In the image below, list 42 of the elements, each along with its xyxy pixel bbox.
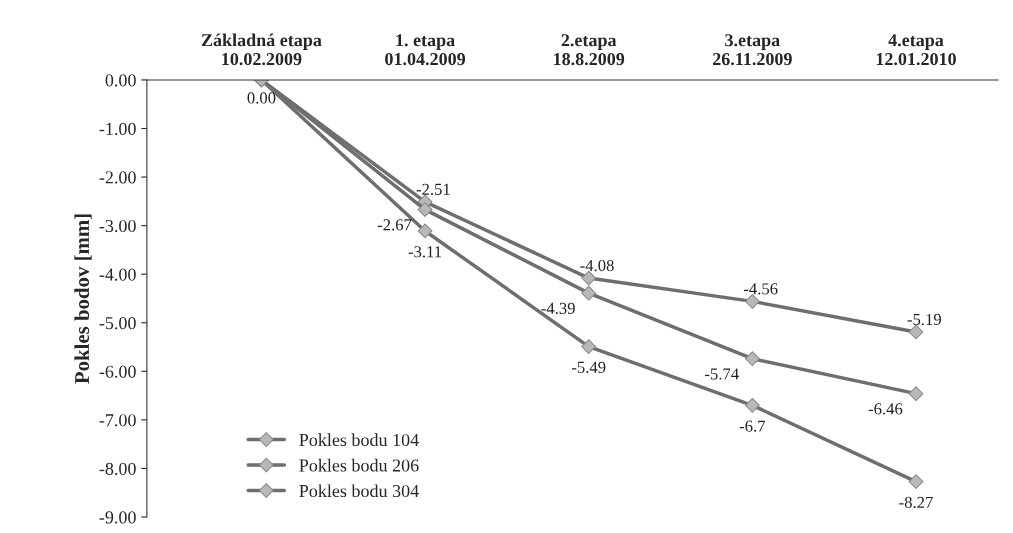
y-tick-label: -2.00 — [99, 171, 136, 184]
y-tick-label: -3.00 — [99, 219, 136, 233]
data-label: -4.56 — [743, 283, 778, 295]
point — [581, 285, 597, 301]
data-label: -8.27 — [899, 496, 933, 509]
x-tick-label: 3.etapa 26.11.2009 — [712, 34, 792, 66]
y-tick-label: -1.00 — [99, 122, 136, 136]
data-label: -6.7 — [739, 420, 766, 432]
data-label: -3.11 — [408, 246, 442, 258]
y-tick-label: -4.00 — [99, 268, 136, 281]
x-tick-label: Základná etapa 10.02.2009 — [201, 33, 322, 66]
y-tick-label: -7.00 — [99, 414, 136, 427]
legend-label: Pokles bodu 104 — [299, 433, 419, 447]
data-label: -2.51 — [416, 183, 450, 195]
data-label: -4.39 — [541, 302, 575, 315]
x-tick-label: 1. etapa 01.04.2009 — [385, 34, 466, 66]
point — [417, 223, 433, 239]
point — [908, 324, 924, 340]
legend-label: Pokles bodu 206 — [299, 458, 419, 472]
data-label: -5.49 — [571, 361, 606, 374]
point — [744, 397, 760, 413]
point — [581, 339, 597, 354]
point — [908, 474, 924, 489]
point — [908, 386, 924, 402]
y-tick-label: -8.00 — [99, 462, 136, 475]
y-tick-label: 0.00 — [105, 74, 136, 87]
y-axis-title: Pokles bodov [mm] — [74, 214, 92, 384]
x-tick-label: 4.etapa 12.01.2010 — [876, 34, 956, 66]
y-tick-label: -6.00 — [99, 365, 136, 378]
x-tick-label: 2.etapa 18.8.2009 — [554, 34, 625, 66]
data-label: -6.46 — [868, 403, 903, 415]
legend-label: Pokles bodu 304 — [299, 484, 419, 498]
y-tick-label: -9.00 — [99, 511, 136, 524]
data-label: -5.19 — [907, 313, 941, 326]
data-label: -4.08 — [580, 259, 614, 272]
point — [744, 294, 760, 309]
point — [417, 202, 433, 218]
data-label: -2.67 — [377, 219, 412, 231]
data-label: -5.74 — [705, 368, 739, 380]
point — [744, 351, 760, 367]
data-label: 0.00 — [247, 92, 276, 104]
y-tick-label: -5.00 — [99, 317, 136, 330]
